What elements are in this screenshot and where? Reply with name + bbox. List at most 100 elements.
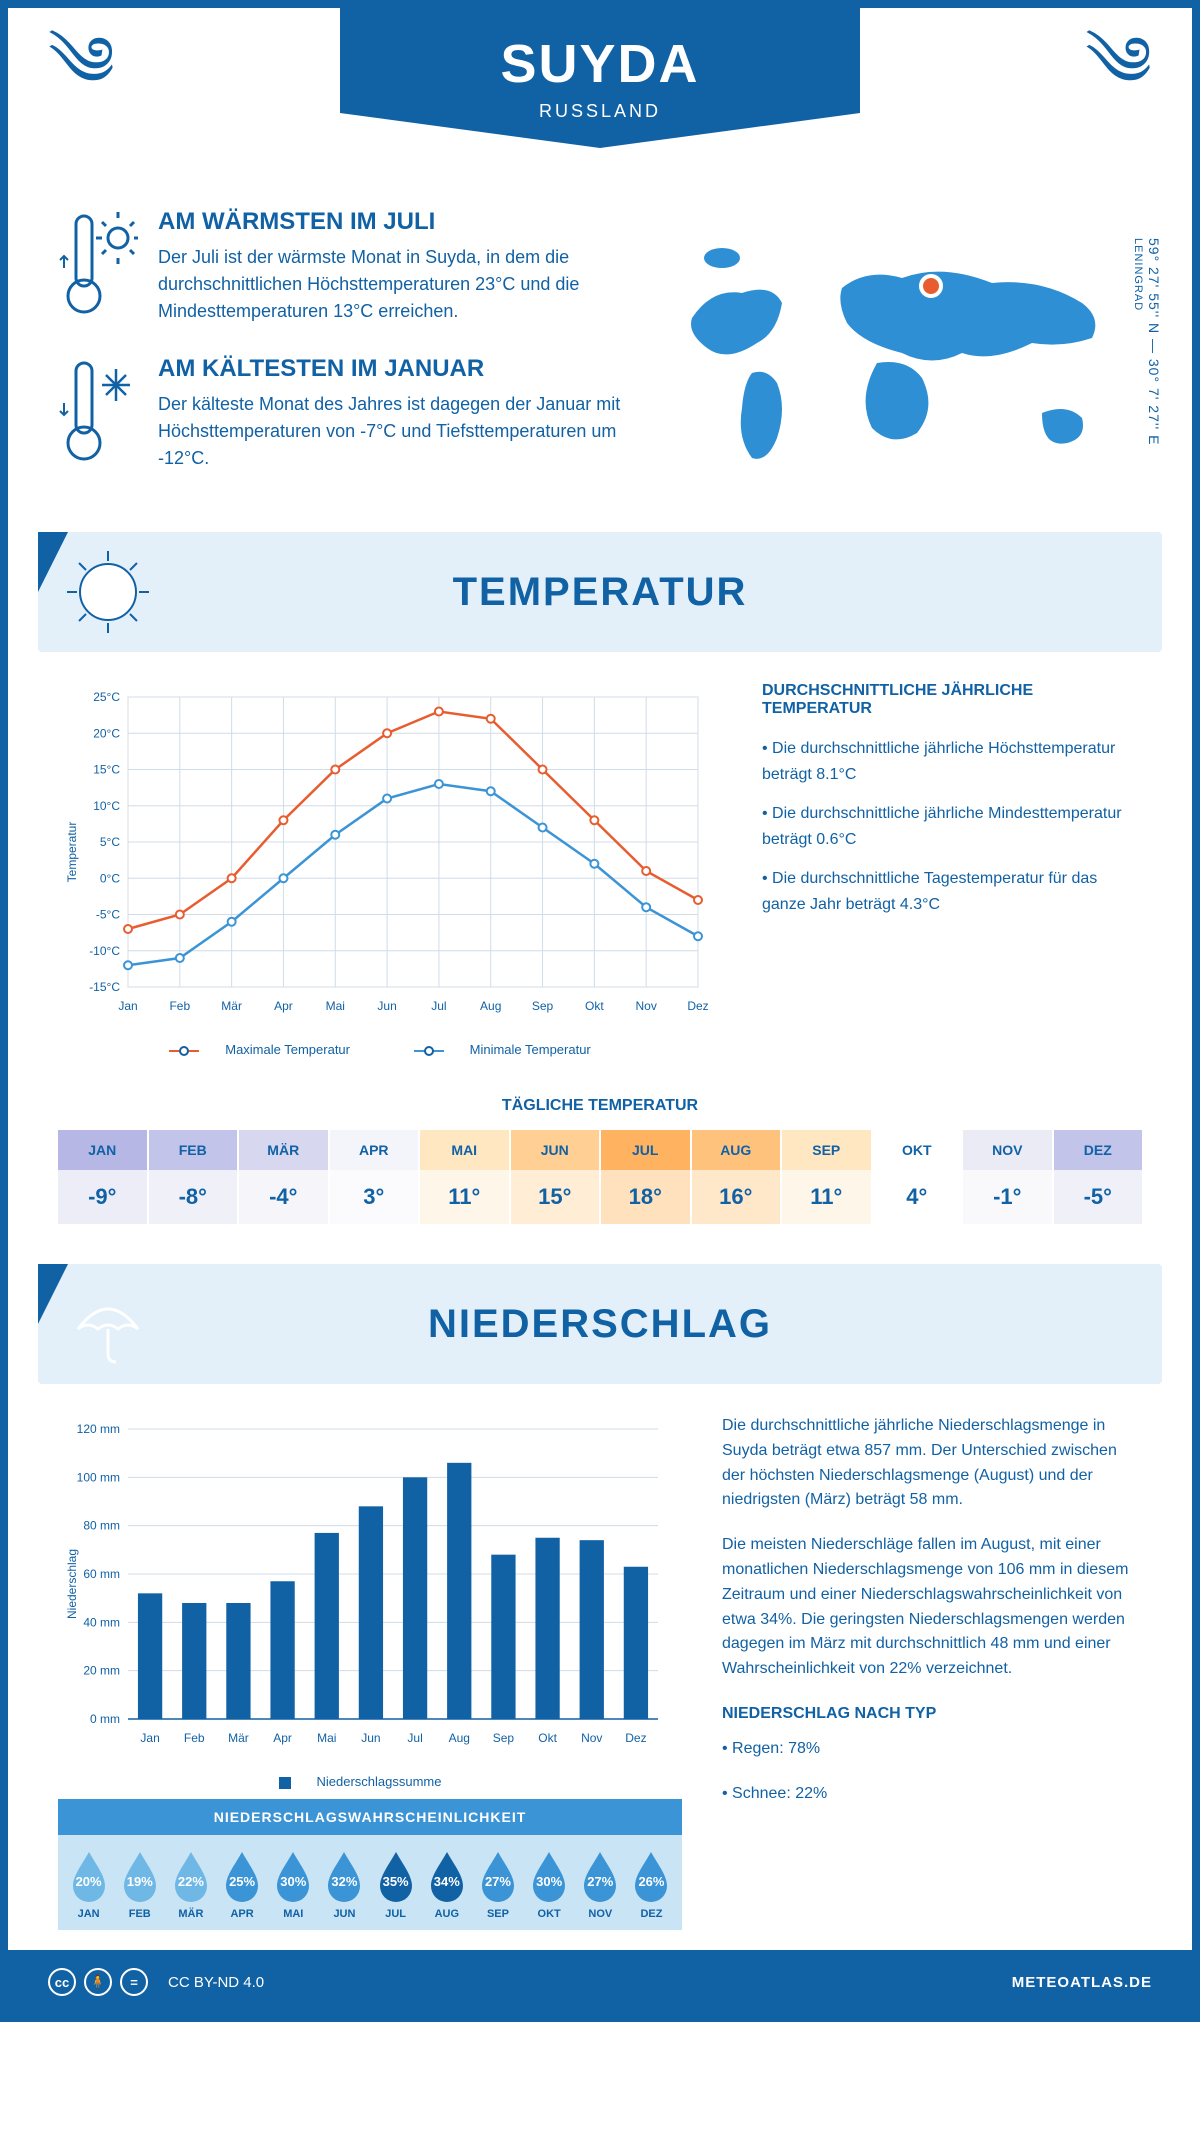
- probability-cell: 30%MAI: [268, 1850, 319, 1920]
- temp-legend: Maximale Temperatur Minimale Temperatur: [58, 1042, 722, 1057]
- svg-text:Apr: Apr: [274, 999, 293, 1013]
- precipitation-banner: NIEDERSCHLAG: [38, 1264, 1162, 1384]
- precipitation-summary: Die durchschnittliche jährliche Niedersc…: [722, 1414, 1142, 1930]
- svg-text:Aug: Aug: [449, 1731, 470, 1745]
- umbrella-icon: [63, 1279, 153, 1374]
- coldest-fact: AM KÄLTESTEN IM JANUAR Der kälteste Mona…: [58, 355, 632, 472]
- svg-text:Dez: Dez: [625, 1731, 646, 1745]
- nd-icon: =: [120, 1968, 148, 1996]
- wind-icon: ༄: [1085, 38, 1152, 87]
- daily-cell: JUL18°: [599, 1130, 690, 1224]
- precipitation-title: NIEDERSCHLAG: [428, 1302, 772, 1347]
- svg-text:Apr: Apr: [273, 1731, 292, 1745]
- coldest-text: Der kälteste Monat des Jahres ist dagege…: [158, 391, 632, 472]
- svg-text:10°C: 10°C: [93, 799, 120, 813]
- probability-strip: 20%JAN19%FEB22%MÄR25%APR30%MAI32%JUN35%J…: [58, 1835, 682, 1930]
- daily-cell: DEZ-5°: [1052, 1130, 1143, 1224]
- svg-text:-10°C: -10°C: [89, 944, 120, 958]
- svg-text:Niederschlag: Niederschlag: [65, 1549, 79, 1619]
- thermometer-cold-icon: [58, 355, 138, 472]
- temperature-chart: -15°C-10°C-5°C0°C5°C10°C15°C20°C25°CJanF…: [58, 682, 722, 1057]
- svg-text:Okt: Okt: [538, 1731, 557, 1745]
- daily-temp-title: TÄGLICHE TEMPERATUR: [8, 1097, 1192, 1115]
- svg-text:Jan: Jan: [140, 1731, 159, 1745]
- daily-cell: FEB-8°: [147, 1130, 238, 1224]
- svg-text:120 mm: 120 mm: [77, 1422, 120, 1436]
- probability-cell: 32%JUN: [319, 1850, 370, 1920]
- probability-title: NIEDERSCHLAGSWAHRSCHEINLICHKEIT: [58, 1799, 682, 1835]
- wind-icon: ༄: [48, 38, 115, 87]
- daily-cell: NOV-1°: [961, 1130, 1052, 1224]
- probability-cell: 30%OKT: [524, 1850, 575, 1920]
- svg-text:Dez: Dez: [687, 999, 708, 1013]
- coordinates: 59° 27' 55'' N — 30° 7' 27'' E LENINGRAD: [1130, 238, 1162, 502]
- temperature-summary: DURCHSCHNITTLICHE JÄHRLICHE TEMPERATUR •…: [762, 682, 1142, 1057]
- daily-cell: MAI11°: [418, 1130, 509, 1224]
- svg-text:Nov: Nov: [581, 1731, 602, 1745]
- footer: cc 🧍 = CC BY-ND 4.0 METEOATLAS.DE: [8, 1950, 1192, 2014]
- intro-section: AM WÄRMSTEN IM JULI Der Juli ist der wär…: [8, 188, 1192, 532]
- daily-cell: OKT4°: [871, 1130, 962, 1224]
- svg-text:Jun: Jun: [377, 999, 396, 1013]
- by-icon: 🧍: [84, 1968, 112, 1996]
- svg-text:-5°C: -5°C: [96, 908, 120, 922]
- svg-text:0 mm: 0 mm: [90, 1712, 120, 1726]
- svg-text:Feb: Feb: [169, 999, 190, 1013]
- svg-text:60 mm: 60 mm: [83, 1567, 120, 1581]
- probability-cell: 26%DEZ: [626, 1850, 677, 1920]
- svg-text:Sep: Sep: [532, 999, 554, 1013]
- svg-text:Mär: Mär: [221, 999, 242, 1013]
- svg-text:80 mm: 80 mm: [83, 1519, 120, 1533]
- warmest-fact: AM WÄRMSTEN IM JULI Der Juli ist der wär…: [58, 208, 632, 325]
- probability-cell: 20%JAN: [63, 1850, 114, 1920]
- warmest-title: AM WÄRMSTEN IM JULI: [158, 208, 632, 236]
- coldest-title: AM KÄLTESTEN IM JANUAR: [158, 355, 632, 383]
- daily-cell: APR3°: [328, 1130, 419, 1224]
- header: ༄ SUYDA RUSSLAND ༄: [8, 8, 1192, 188]
- temperature-title: TEMPERATUR: [453, 570, 748, 615]
- svg-text:20 mm: 20 mm: [83, 1664, 120, 1678]
- daily-cell: MÄR-4°: [237, 1130, 328, 1224]
- temperature-banner: TEMPERATUR: [38, 532, 1162, 652]
- svg-text:25°C: 25°C: [93, 690, 120, 704]
- svg-text:5°C: 5°C: [100, 835, 120, 849]
- license-text: CC BY-ND 4.0: [168, 1974, 264, 1991]
- country-name: RUSSLAND: [340, 101, 860, 122]
- probability-cell: 25%APR: [217, 1850, 268, 1920]
- svg-text:15°C: 15°C: [93, 763, 120, 777]
- svg-text:Jan: Jan: [118, 999, 137, 1013]
- svg-text:20°C: 20°C: [93, 726, 120, 740]
- svg-text:Feb: Feb: [184, 1731, 205, 1745]
- daily-cell: JUN15°: [509, 1130, 600, 1224]
- precip-legend: Niederschlagssumme: [58, 1774, 682, 1789]
- warmest-text: Der Juli ist der wärmste Monat in Suyda,…: [158, 244, 632, 325]
- svg-text:Temperatur: Temperatur: [65, 822, 79, 883]
- svg-text:Mai: Mai: [326, 999, 345, 1013]
- svg-text:Nov: Nov: [636, 999, 657, 1013]
- city-name: SUYDA: [340, 33, 860, 95]
- svg-text:Jul: Jul: [431, 999, 446, 1013]
- svg-text:Aug: Aug: [480, 999, 501, 1013]
- probability-cell: 27%SEP: [472, 1850, 523, 1920]
- probability-cell: 34%AUG: [421, 1850, 472, 1920]
- daily-temp-strip: JAN-9°FEB-8°MÄR-4°APR3°MAI11°JUN15°JUL18…: [58, 1130, 1142, 1224]
- svg-text:Mai: Mai: [317, 1731, 336, 1745]
- world-map: [662, 208, 1142, 488]
- precipitation-chart: 0 mm 20 mm 40 mm 60 mm 80 mm 100 mm 120 mm Jan F…: [58, 1414, 682, 1789]
- daily-cell: JAN-9°: [58, 1130, 147, 1224]
- probability-cell: 27%NOV: [575, 1850, 626, 1920]
- probability-cell: 22%MÄR: [165, 1850, 216, 1920]
- sun-icon: [63, 547, 153, 642]
- svg-text:Okt: Okt: [585, 999, 604, 1013]
- cc-icon: cc: [48, 1968, 76, 1996]
- site-name: METEOATLAS.DE: [1012, 1974, 1152, 1991]
- svg-text:100 mm: 100 mm: [77, 1470, 120, 1484]
- daily-cell: SEP11°: [780, 1130, 871, 1224]
- svg-text:Mär: Mär: [228, 1731, 249, 1745]
- svg-text:-15°C: -15°C: [89, 980, 120, 994]
- svg-text:Sep: Sep: [493, 1731, 515, 1745]
- probability-cell: 35%JUL: [370, 1850, 421, 1920]
- svg-text:Jun: Jun: [361, 1731, 380, 1745]
- svg-text:40 mm: 40 mm: [83, 1615, 120, 1629]
- probability-cell: 19%FEB: [114, 1850, 165, 1920]
